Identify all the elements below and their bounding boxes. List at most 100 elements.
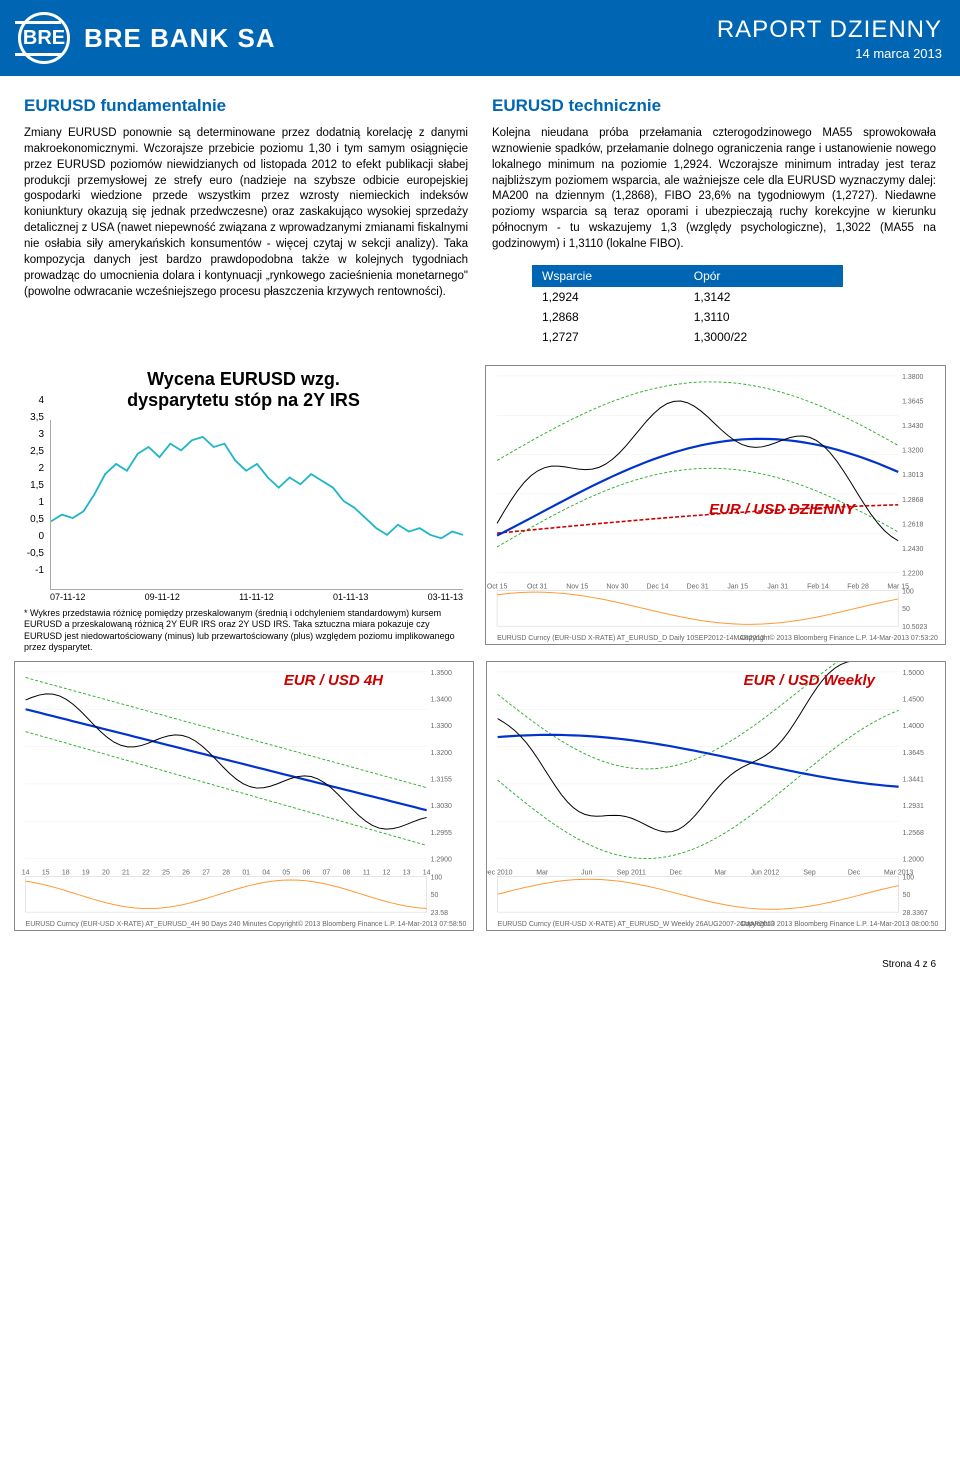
svg-text:50: 50 xyxy=(903,892,911,899)
svg-text:Jun 2012: Jun 2012 xyxy=(751,869,780,876)
svg-text:15: 15 xyxy=(42,869,50,876)
text-columns: EURUSD fundamentalnie Zmiany EURUSD pono… xyxy=(0,76,960,357)
svg-text:EURUSD Curncy (EUR-USD X-RATE): EURUSD Curncy (EUR-USD X-RATE) AT_EURUSD… xyxy=(497,635,764,642)
svg-text:1.3030: 1.3030 xyxy=(431,803,452,810)
wycena-y-axis: 43,532,521,510,50-0,5-1 xyxy=(20,395,44,582)
svg-text:1.3300: 1.3300 xyxy=(431,723,452,730)
eurusd-weekly-chart: 1.50001.45001.40001.36451.34411.29311.25… xyxy=(486,661,946,931)
svg-text:1.2931: 1.2931 xyxy=(903,803,924,810)
left-column: EURUSD fundamentalnie Zmiany EURUSD pono… xyxy=(24,96,468,347)
svg-text:Feb 28: Feb 28 xyxy=(847,583,869,590)
report-title: RAPORT DZIENNY xyxy=(717,16,942,44)
svg-text:10.5023: 10.5023 xyxy=(902,624,927,631)
wycena-title: Wycena EURUSD wzg. dysparytetu stóp na 2… xyxy=(14,365,473,420)
svg-text:Dec 14: Dec 14 xyxy=(647,583,669,590)
svg-text:1.4000: 1.4000 xyxy=(903,723,924,730)
svg-text:Sep: Sep xyxy=(803,869,815,876)
svg-text:Copyright© 2013 Bloomberg Fina: Copyright© 2013 Bloomberg Finance L.P. 1… xyxy=(740,634,938,642)
svg-text:20: 20 xyxy=(102,869,110,876)
svg-text:Copyright© 2013 Bloomberg Fina: Copyright© 2013 Bloomberg Finance L.P. 1… xyxy=(740,920,938,928)
svg-text:1.2430: 1.2430 xyxy=(902,546,923,553)
header-left: BRE BRE BANK SA xyxy=(18,12,276,64)
svg-text:1.3400: 1.3400 xyxy=(431,696,452,703)
svg-text:Oct 15: Oct 15 xyxy=(487,583,508,590)
svg-text:08: 08 xyxy=(343,869,351,876)
svg-text:Oct 31: Oct 31 xyxy=(527,583,548,590)
svg-text:1.4500: 1.4500 xyxy=(903,696,924,703)
svg-text:21: 21 xyxy=(122,869,130,876)
svg-text:1.3430: 1.3430 xyxy=(902,423,923,430)
svg-text:18: 18 xyxy=(62,869,70,876)
svg-text:14: 14 xyxy=(22,869,30,876)
svg-text:100: 100 xyxy=(902,588,914,595)
report-header: BRE BRE BANK SA RAPORT DZIENNY 14 marca … xyxy=(0,0,960,76)
svg-text:Sep 2011: Sep 2011 xyxy=(617,869,646,876)
chart-row-1: Wycena EURUSD wzg. dysparytetu stóp na 2… xyxy=(0,357,960,653)
sr-header: Opór xyxy=(684,265,843,287)
svg-text:26: 26 xyxy=(182,869,190,876)
svg-text:Mar: Mar xyxy=(536,869,549,876)
sr-row: 1,27271,3000/22 xyxy=(532,327,843,347)
svg-text:Nov 30: Nov 30 xyxy=(606,583,628,590)
svg-text:25: 25 xyxy=(162,869,170,876)
svg-text:1.3013: 1.3013 xyxy=(902,472,923,479)
eurusd-daily-chart: 1.38001.36451.34301.32001.30131.28681.26… xyxy=(485,365,946,645)
bre-logo-icon: BRE xyxy=(18,12,70,64)
svg-text:Jan 31: Jan 31 xyxy=(767,583,788,590)
sr-cell: 1,3110 xyxy=(684,307,843,327)
bank-name: BRE BANK SA xyxy=(84,23,276,54)
svg-text:1.5000: 1.5000 xyxy=(903,670,924,677)
svg-text:50: 50 xyxy=(902,606,910,613)
wycena-footnote: * Wykres przedstawia różnicę pomiędzy pr… xyxy=(14,602,473,653)
svg-text:1.3155: 1.3155 xyxy=(431,776,452,783)
sr-cell: 1,3142 xyxy=(684,287,843,307)
svg-text:19: 19 xyxy=(82,869,90,876)
report-date: 14 marca 2013 xyxy=(717,46,942,61)
svg-text:Nov 15: Nov 15 xyxy=(566,583,588,590)
wycena-plot-area xyxy=(50,420,463,590)
svg-text:13: 13 xyxy=(403,869,411,876)
sr-cell: 1,2868 xyxy=(532,307,684,327)
sr-cell: 1,2727 xyxy=(532,327,684,347)
left-body: Zmiany EURUSD ponownie są determinowane … xyxy=(24,126,468,300)
svg-text:100: 100 xyxy=(431,874,443,881)
header-right: RAPORT DZIENNY 14 marca 2013 xyxy=(717,16,942,61)
svg-text:1.2200: 1.2200 xyxy=(902,570,923,577)
svg-text:1.3441: 1.3441 xyxy=(903,776,924,783)
wycena-title-l1: Wycena EURUSD wzg. xyxy=(147,369,340,389)
svg-text:1.2955: 1.2955 xyxy=(431,830,452,837)
svg-text:07: 07 xyxy=(323,869,331,876)
svg-text:27: 27 xyxy=(202,869,210,876)
svg-text:Dec: Dec xyxy=(670,869,683,876)
right-heading: EURUSD technicznie xyxy=(492,96,936,116)
svg-text:1.2868: 1.2868 xyxy=(902,497,923,504)
svg-text:22: 22 xyxy=(142,869,150,876)
sr-row: 1,28681,3110 xyxy=(532,307,843,327)
svg-text:1.3200: 1.3200 xyxy=(902,448,923,455)
svg-text:EURUSD Curncy (EUR-USD X-RATE): EURUSD Curncy (EUR-USD X-RATE) AT_EURUSD… xyxy=(26,921,268,928)
chart-row-2: 1.35001.34001.33001.32001.31551.30301.29… xyxy=(0,653,960,939)
wycena-x-axis: 07-11-1209-11-1211-11-1201-11-1303-11-13 xyxy=(50,592,463,602)
left-heading: EURUSD fundamentalnie xyxy=(24,96,468,116)
svg-text:Dec 31: Dec 31 xyxy=(687,583,709,590)
sr-row: 1,29241,3142 xyxy=(532,287,843,307)
svg-text:100: 100 xyxy=(903,874,915,881)
svg-text:23.58: 23.58 xyxy=(431,910,449,917)
svg-text:Feb 14: Feb 14 xyxy=(807,583,829,590)
svg-text:28: 28 xyxy=(222,869,230,876)
svg-text:1.3800: 1.3800 xyxy=(902,374,923,381)
svg-text:1.3645: 1.3645 xyxy=(903,750,924,757)
svg-text:01: 01 xyxy=(242,869,250,876)
svg-text:12: 12 xyxy=(383,869,391,876)
support-resistance-table: WsparcieOpór 1,29241,31421,28681,31101,2… xyxy=(532,265,843,347)
h4-label: EUR / USD 4H xyxy=(284,672,383,689)
svg-text:EURUSD Curncy (EUR-USD X-RATE): EURUSD Curncy (EUR-USD X-RATE) AT_EURUSD… xyxy=(498,921,775,928)
daily-label: EUR / USD DZIENNY xyxy=(709,501,855,518)
svg-text:14: 14 xyxy=(423,869,431,876)
svg-text:11: 11 xyxy=(363,869,370,876)
sr-cell: 1,3000/22 xyxy=(684,327,843,347)
svg-text:Jan 15: Jan 15 xyxy=(727,583,748,590)
svg-text:1.2618: 1.2618 xyxy=(902,521,923,528)
svg-text:06: 06 xyxy=(302,869,310,876)
sr-cell: 1,2924 xyxy=(532,287,684,307)
